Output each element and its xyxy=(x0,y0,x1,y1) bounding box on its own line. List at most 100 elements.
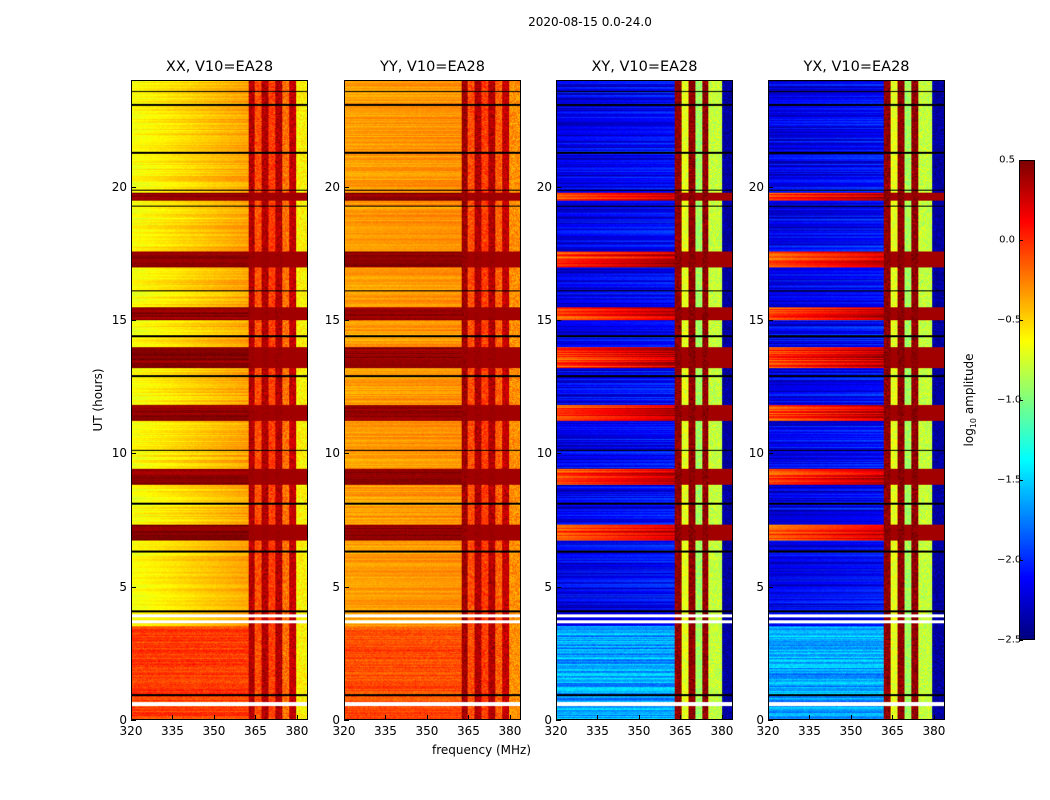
colorbar-tick-label: −2.0 xyxy=(997,554,1022,566)
x-tick-label: 350 xyxy=(415,724,439,738)
y-tick-mark xyxy=(768,186,773,188)
colorbar-tick-mark xyxy=(1019,560,1023,561)
x-axis-label: frequency (MHz) xyxy=(432,743,532,757)
x-tick-label: 320 xyxy=(119,724,143,738)
colorbar-tick-label: −1.0 xyxy=(997,394,1022,406)
colorbar-tick-label: −1.5 xyxy=(997,474,1022,486)
x-tick-label: 335 xyxy=(586,724,609,738)
heatmap-image xyxy=(557,81,732,719)
y-tick-mark xyxy=(768,320,773,321)
y-tick-label: 15 xyxy=(536,313,552,327)
y-tick-mark xyxy=(556,453,561,455)
panel-title: XX, V10=EA28 xyxy=(165,59,274,75)
y-tick-mark xyxy=(556,320,561,321)
x-tick-mark xyxy=(597,715,599,720)
panel-title: YX, V10=EA28 xyxy=(803,59,910,75)
x-tick-label: 320 xyxy=(544,724,568,738)
panel-title: YY, V10=EA28 xyxy=(380,59,485,75)
y-tick-label: 15 xyxy=(748,313,764,327)
y-tick-label: 0 xyxy=(756,713,764,727)
figure-title: 2020-08-15 0.0-24.0 xyxy=(528,15,652,29)
y-tick-mark xyxy=(131,320,136,321)
heatmap-image xyxy=(132,81,307,719)
x-tick-mark xyxy=(556,715,557,720)
x-tick-mark xyxy=(721,715,723,720)
x-tick-label: 380 xyxy=(498,724,522,738)
colorbar-tick-label: −0.5 xyxy=(997,314,1022,326)
y-tick-label: 20 xyxy=(536,179,552,194)
y-tick-label: 0 xyxy=(119,713,127,727)
x-tick-label: 350 xyxy=(627,724,651,738)
y-tick-mark xyxy=(344,320,349,321)
y-tick-mark xyxy=(768,720,773,721)
y-tick-label: 10 xyxy=(324,446,340,461)
x-tick-label: 350 xyxy=(202,724,226,738)
colorbar-tick-mark xyxy=(1019,640,1023,641)
x-tick-mark xyxy=(680,715,682,720)
heatmap-panel-xx xyxy=(131,80,308,720)
y-tick-label: 20 xyxy=(748,179,764,194)
x-tick-label: 380 xyxy=(710,724,734,738)
x-tick-label: 320 xyxy=(756,724,780,738)
x-tick-mark xyxy=(385,715,387,720)
colorbar-tick-mark xyxy=(1019,240,1023,241)
y-axis-label: UT (hours) xyxy=(91,368,105,432)
y-tick-label: 15 xyxy=(111,313,127,327)
y-tick-label: 0 xyxy=(544,713,552,727)
y-tick-mark xyxy=(344,720,349,721)
x-tick-mark xyxy=(296,715,298,720)
y-tick-mark xyxy=(556,186,561,188)
x-tick-label: 350 xyxy=(839,724,863,738)
colorbar-tick-mark xyxy=(1019,400,1023,401)
colorbar-tick-label: −2.5 xyxy=(997,634,1022,646)
colorbar-tick-mark xyxy=(1019,320,1023,321)
y-tick-label: 5 xyxy=(332,579,340,594)
heatmap-image xyxy=(345,81,520,719)
x-tick-mark xyxy=(426,715,428,720)
colorbar-tick-mark xyxy=(1019,480,1023,481)
y-tick-mark xyxy=(344,453,349,455)
y-tick-mark xyxy=(556,720,561,721)
y-tick-mark xyxy=(344,586,349,588)
colorbar-label: log10 amplitude xyxy=(961,353,979,447)
y-tick-label: 5 xyxy=(119,579,127,594)
x-tick-label: 365 xyxy=(244,724,267,738)
y-tick-label: 5 xyxy=(756,579,764,594)
x-tick-mark xyxy=(768,715,769,720)
y-tick-mark xyxy=(556,586,561,588)
y-tick-label: 10 xyxy=(748,446,764,461)
x-tick-label: 380 xyxy=(922,724,946,738)
x-tick-mark xyxy=(638,715,640,720)
x-tick-label: 335 xyxy=(374,724,397,738)
x-tick-label: 335 xyxy=(798,724,821,738)
x-tick-label: 320 xyxy=(332,724,356,738)
y-tick-mark xyxy=(768,586,773,588)
y-tick-label: 20 xyxy=(324,179,340,194)
x-tick-label: 365 xyxy=(669,724,692,738)
x-tick-mark xyxy=(468,715,470,720)
heatmap-image xyxy=(769,81,944,719)
x-tick-label: 365 xyxy=(881,724,904,738)
y-tick-mark xyxy=(768,453,773,455)
y-tick-mark xyxy=(131,720,136,721)
y-tick-label: 15 xyxy=(324,313,340,327)
x-tick-mark xyxy=(172,715,174,720)
heatmap-panel-yx xyxy=(768,80,945,720)
x-tick-mark xyxy=(131,715,132,720)
colorbar-tick-label: 0.0 xyxy=(999,234,1015,246)
x-tick-mark xyxy=(809,715,811,720)
x-tick-mark xyxy=(255,715,257,720)
x-tick-mark xyxy=(850,715,852,720)
y-tick-label: 5 xyxy=(544,579,552,594)
x-tick-mark xyxy=(213,715,215,720)
colorbar-tick-label: 0.5 xyxy=(999,154,1015,166)
x-tick-mark xyxy=(933,715,935,720)
x-tick-mark xyxy=(344,715,345,720)
y-tick-label: 10 xyxy=(111,446,127,461)
x-tick-label: 365 xyxy=(457,724,480,738)
x-tick-label: 380 xyxy=(285,724,309,738)
y-tick-mark xyxy=(131,186,136,188)
y-tick-mark xyxy=(131,453,136,455)
heatmap-panel-xy xyxy=(556,80,733,720)
